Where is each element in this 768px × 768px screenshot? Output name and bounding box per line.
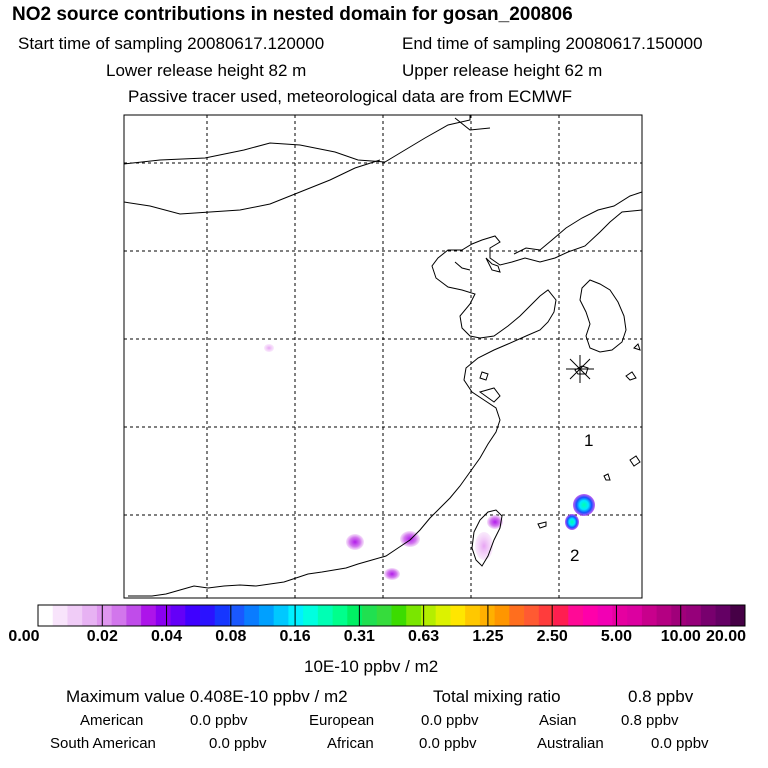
colorbar-swatch: [612, 605, 628, 626]
colorbar-swatch: [509, 605, 525, 626]
map-label-1: 1: [584, 431, 593, 450]
receptor-asterisk-icon: [566, 355, 594, 383]
colorbar-swatch: [170, 605, 186, 626]
colorbar-swatch: [553, 605, 569, 626]
colorbar-swatch: [244, 605, 260, 626]
colorbar-border: [37, 604, 746, 627]
colorbar-swatch: [273, 605, 289, 626]
start-time-label: Start time of sampling 20080617.120000: [18, 34, 325, 53]
colorbar-swatch: [465, 605, 481, 626]
region-australian-name: Australian: [537, 735, 604, 752]
colorbar-swatch: [200, 605, 216, 626]
colorbar-swatch: [347, 605, 363, 626]
colorbar: [37, 604, 746, 627]
colorbar-swatch: [656, 605, 672, 626]
lower-release-label: Lower release height 82 m: [106, 61, 307, 80]
colorbar-tick-label: 0.04: [150, 628, 183, 645]
colorbar-swatch: [715, 605, 731, 626]
colorbar-swatch: [435, 605, 451, 626]
colorbar-swatch: [303, 605, 319, 626]
colorbar-swatch: [332, 605, 348, 626]
colorbar-swatch: [362, 605, 378, 626]
colorbar-swatch: [671, 605, 687, 626]
plume-patch: [475, 532, 493, 560]
region-south-american-value: 0.0 ppbv: [209, 735, 267, 752]
total-mixing-label: Total mixing ratio: [433, 687, 561, 706]
colorbar-swatch: [597, 605, 613, 626]
region-european-value: 0.0 ppbv: [421, 712, 479, 729]
upper-release-label: Upper release height 62 m: [402, 61, 603, 80]
colorbar-swatch: [686, 605, 702, 626]
tracer-note: Passive tracer used, meteorological data…: [128, 87, 573, 106]
colorbar-swatch: [538, 605, 554, 626]
colorbar-swatch: [126, 605, 142, 626]
colorbar-swatch: [317, 605, 333, 626]
colorbar-tick-label: 0.08: [215, 628, 247, 645]
plume-patch: [346, 534, 364, 550]
colorbar-swatch: [67, 605, 83, 626]
map-label-2: 2: [570, 546, 579, 565]
colorbar-tick-label: 5.00: [600, 628, 633, 645]
colorbar-swatch: [141, 605, 157, 626]
colorbar-swatch: [450, 605, 466, 626]
colorbar-tick-label: 0.00: [8, 628, 40, 645]
colorbar-swatch: [229, 605, 245, 626]
region-asian-name: Asian: [539, 712, 577, 729]
region-australian-value: 0.0 ppbv: [651, 735, 709, 752]
colorbar-tick-label: 20.00: [705, 628, 747, 645]
plume-patch: [487, 515, 503, 529]
colorbar-units: 10E-10 ppbv / m2: [304, 657, 439, 676]
colorbar-swatch: [568, 605, 584, 626]
colorbar-swatch: [582, 605, 599, 626]
colorbar-swatch: [111, 605, 127, 626]
region-south-american-name: South American: [50, 735, 156, 752]
total-mixing-value: 0.8 ppbv: [628, 687, 694, 706]
lat-lon-grid: [124, 115, 642, 598]
plume-hotspot: [565, 514, 579, 530]
colorbar-swatch: [641, 605, 658, 626]
colorbar-swatch: [38, 605, 54, 626]
colorbar-tick-label: 10.00: [660, 628, 701, 645]
region-asian-value: 0.8 ppbv: [621, 712, 679, 729]
colorbar-swatch: [420, 605, 437, 626]
colorbar-swatch: [627, 605, 643, 626]
colorbar-tick-label: 0.63: [408, 628, 440, 645]
colorbar-swatch: [96, 605, 113, 626]
coastlines: [124, 115, 642, 597]
colorbar-swatch: [494, 605, 510, 626]
region-african-value: 0.0 ppbv: [419, 735, 477, 752]
region-american-name: American: [80, 712, 144, 729]
colorbar-swatch: [82, 605, 98, 626]
colorbar-tick-label: 0.16: [279, 628, 311, 645]
plume-patch: [384, 568, 400, 580]
colorbar-tick-label: 1.25: [472, 628, 504, 645]
map-area: [124, 115, 642, 598]
map-title: NO2 source contributions in nested domai…: [12, 4, 573, 25]
colorbar-swatch: [258, 605, 275, 626]
plume-hotspot: [573, 494, 595, 516]
plume-contours: [264, 344, 595, 580]
colorbar-tick-label: 0.31: [343, 628, 375, 645]
colorbar-swatch: [524, 605, 540, 626]
colorbar-swatch: [730, 605, 746, 626]
colorbar-tick-label: 2.50: [536, 628, 568, 645]
colorbar-swatch: [185, 605, 201, 626]
region-american-value: 0.0 ppbv: [190, 712, 248, 729]
map-frame: [123, 114, 643, 599]
colorbar-swatch: [391, 605, 407, 626]
colorbar-tick-label: 0.02: [86, 628, 118, 645]
colorbar-swatch: [700, 605, 716, 626]
colorbar-swatch: [214, 605, 230, 626]
colorbar-swatch: [52, 605, 68, 626]
colorbar-swatch: [406, 605, 422, 626]
plume-patch: [264, 344, 274, 352]
colorbar-swatch: [155, 605, 171, 626]
region-african-name: African: [327, 735, 374, 752]
end-time-label: End time of sampling 20080617.150000: [402, 34, 703, 53]
region-european-name: European: [309, 712, 375, 729]
colorbar-swatch: [376, 605, 392, 626]
colorbar-swatch: [288, 605, 304, 626]
max-value-label: Maximum value 0.408E-10 ppbv / m2: [66, 687, 348, 706]
